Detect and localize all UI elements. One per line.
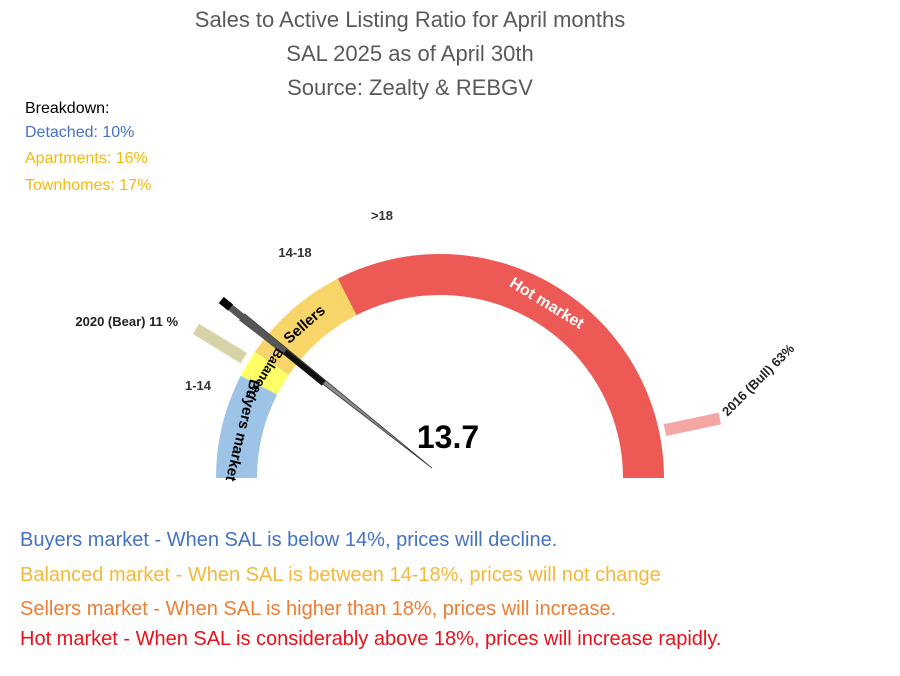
gauge-markers: 2020 (Bear) 11 % 2016 (Bull) 63% <box>75 314 797 437</box>
needle-dark-segment <box>282 349 326 386</box>
breakdown-heading: Breakdown: <box>25 100 110 117</box>
zone-buyers-market <box>216 375 278 478</box>
breakdown-townhomes: Townhomes: 17% <box>25 177 152 194</box>
chart-subtitle: SAL 2025 as of April 30th <box>286 41 534 66</box>
breakdown-apartments: Apartments: 16% <box>25 150 148 167</box>
gauge-value: 13.7 <box>417 419 479 455</box>
note-hot-market: Hot market - When SAL is considerably ab… <box>20 628 722 650</box>
needle-tail-segment <box>228 304 288 355</box>
zone-range-buyers-market: 1-14 <box>185 378 212 393</box>
note-buyers-market: Buyers market - When SAL is below 14%, p… <box>20 529 558 551</box>
chart-source: Source: Zealty & REBGV <box>287 75 533 100</box>
zone-range-hot-market: >18 <box>371 208 393 223</box>
note-balanced-market: Balanced market - When SAL is between 14… <box>20 564 661 586</box>
gauge-chart: 2020 (Bear) 11 % 2016 (Bull) 63% Buyers m… <box>75 208 797 483</box>
breakdown-detached: Detached: 10% <box>25 124 135 141</box>
marker-label-2016-bull-63: 2016 (Bull) 63% <box>719 341 797 419</box>
marker-bar-2016-bull-63 <box>663 412 721 437</box>
marker-bar-2020-bear-11 <box>192 323 247 364</box>
chart-title: Sales to Active Listing Ratio for April … <box>194 7 626 32</box>
marker-label-2020-bear-11: 2020 (Bear) 11 % <box>75 314 178 329</box>
note-sellers-market: Sellers market - When SAL is higher than… <box>20 598 617 620</box>
needle-tail-cap <box>218 296 234 311</box>
zone-range-sellers: 14-18 <box>278 245 311 260</box>
gauge-needle-group <box>218 296 433 469</box>
zone-hot-market <box>337 253 664 478</box>
zone-balanced <box>240 351 289 395</box>
